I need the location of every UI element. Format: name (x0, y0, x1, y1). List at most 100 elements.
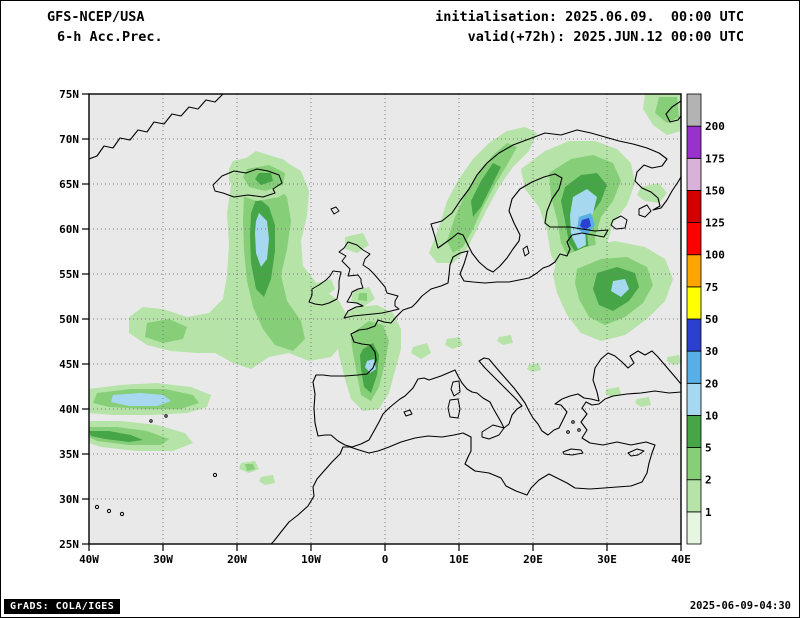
coastline-iceland (212, 168, 283, 198)
colorbar-segment (686, 415, 702, 448)
precip-region-england-spot-mid (358, 293, 367, 301)
lat-label-70N: 70N (59, 133, 79, 146)
coastline-sicily (481, 424, 505, 440)
lat-label-55N: 55N (59, 268, 79, 281)
lat-label-45N: 45N (59, 358, 79, 371)
lon-label-10E: 10E (449, 553, 469, 566)
colorbar-segment (686, 125, 702, 159)
coastline-turkey-africa (270, 390, 681, 544)
aegean-island-dot (577, 428, 581, 432)
lon-label-40E: 40E (671, 553, 691, 566)
precip-region-france-iberia-blue (365, 359, 376, 373)
precip-region-norway-dark (471, 163, 501, 217)
colorbar-label-150: 150 (705, 184, 725, 197)
precip-region-baltic-blue3 (580, 218, 591, 230)
lon-label-30W: 30W (153, 553, 173, 566)
lat-label-35N: 35N (59, 448, 79, 461)
colorbar-label-1: 1 (705, 506, 712, 519)
coastline-cyprus (627, 448, 645, 457)
precip-region-west-lobe-mid (145, 319, 187, 343)
coastline-ireland (308, 270, 342, 306)
coastline-great-britain (338, 241, 400, 319)
model-title: GFS-NCEP/USA (47, 9, 145, 25)
lat-label-30N: 30N (59, 493, 79, 506)
coastline-faroe (330, 206, 340, 215)
precip-region-atlantic-40n-blue (111, 393, 171, 406)
azores-island-dot (149, 419, 153, 423)
lat-label-25N: 25N (59, 538, 79, 551)
colorbar-segment (686, 382, 702, 416)
precip-region-alps-spot (411, 343, 431, 359)
colorbar-segment (686, 157, 702, 191)
coastline-greenland (89, 94, 224, 160)
coastline-sardinia (447, 398, 461, 419)
precip-region-turkey-spot1 (605, 387, 621, 397)
colorbar-label-75: 75 (705, 281, 718, 294)
aegean-island-dot (571, 420, 575, 424)
colorbar-label-20: 20 (705, 377, 718, 390)
colorbar-label-10: 10 (705, 409, 718, 422)
colorbar-segment (686, 350, 702, 384)
coastline-crete (562, 448, 584, 456)
colorbar-segment (686, 222, 702, 256)
madeira-island-dot (212, 472, 218, 478)
precip-region-morocco-spot2 (259, 475, 275, 485)
initialisation-label: initialisation: 2025.06.09. 00:00 UTC (435, 9, 744, 25)
colorbar-label-125: 125 (705, 217, 725, 230)
canary-island-dot (106, 508, 112, 514)
precip-region-scotland-spot (345, 233, 369, 253)
coastline-corsica (450, 380, 461, 397)
canary-island-dot (119, 511, 125, 517)
coastline-eurasia (312, 129, 681, 448)
lon-label-0: 0 (382, 553, 389, 566)
lake-onega (638, 204, 652, 218)
valid-time-label: valid(+72h): 2025.JUN.12 00:00 UTC (467, 29, 744, 45)
colorbar-segment (686, 286, 702, 320)
colorbar-label-2: 2 (705, 474, 712, 487)
colorbar-segment (686, 254, 702, 288)
lat-label-50N: 50N (59, 313, 79, 326)
precip-region-ireland-spot (315, 279, 335, 297)
colorbar-segment (686, 318, 702, 352)
precip-region-atlantic-37n-dark (89, 431, 143, 442)
colorbar-segment (686, 511, 702, 545)
colorbar-segment (686, 93, 702, 127)
colorbar-label-30: 30 (705, 345, 718, 358)
precip-region-morocco-spot-mid (245, 464, 255, 471)
colorbar-segment (686, 447, 702, 481)
lon-label-20W: 20W (227, 553, 247, 566)
precipitation-shading-layer (89, 94, 681, 485)
colorbar-segment (686, 190, 702, 223)
precip-region-east-europe-blue (611, 279, 629, 297)
lat-label-40N: 40N (59, 403, 79, 416)
colorbar-segment (686, 479, 702, 513)
lon-label-20E: 20E (523, 553, 543, 566)
lake-ladoga (610, 215, 628, 230)
precip-region-central-spot (497, 335, 513, 345)
colorbar-label-50: 50 (705, 313, 718, 326)
coastline-gotland (522, 245, 530, 257)
lon-label-10W: 10W (301, 553, 321, 566)
lat-label-75N: 75N (59, 88, 79, 101)
product-title: 6-h Acc.Prec. (57, 29, 163, 45)
grads-credit-badge: GrADS: COLA/IGES (4, 599, 121, 614)
latlon-grid (89, 94, 681, 544)
lon-label-30E: 30E (597, 553, 617, 566)
precip-region-caucasus-spot (667, 355, 681, 365)
precip-region-atlantic-comma-blue (255, 213, 269, 267)
coastline-arctic-ne (665, 100, 681, 123)
precip-region-balkan-spot (527, 363, 541, 372)
lon-label-40W: 40W (79, 553, 99, 566)
lat-label-60N: 60N (59, 223, 79, 236)
colorbar-label-175: 175 (705, 152, 725, 165)
lat-label-65N: 65N (59, 178, 79, 191)
coastlines-layer (89, 94, 681, 544)
colorbar-label-200: 200 (705, 120, 725, 133)
canary-island-dot (94, 504, 100, 510)
precip-region-iceland-dark (255, 173, 273, 185)
colorbar-label-100: 100 (705, 249, 725, 262)
